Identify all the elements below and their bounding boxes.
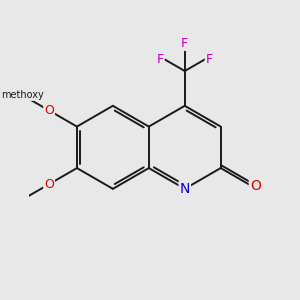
- Text: F: F: [157, 53, 164, 66]
- Text: N: N: [180, 182, 190, 196]
- Text: O: O: [250, 179, 261, 193]
- Text: F: F: [206, 53, 213, 66]
- Text: methoxy: methoxy: [1, 90, 44, 100]
- Text: O: O: [44, 104, 54, 117]
- Text: O: O: [44, 178, 54, 190]
- Text: F: F: [181, 37, 188, 50]
